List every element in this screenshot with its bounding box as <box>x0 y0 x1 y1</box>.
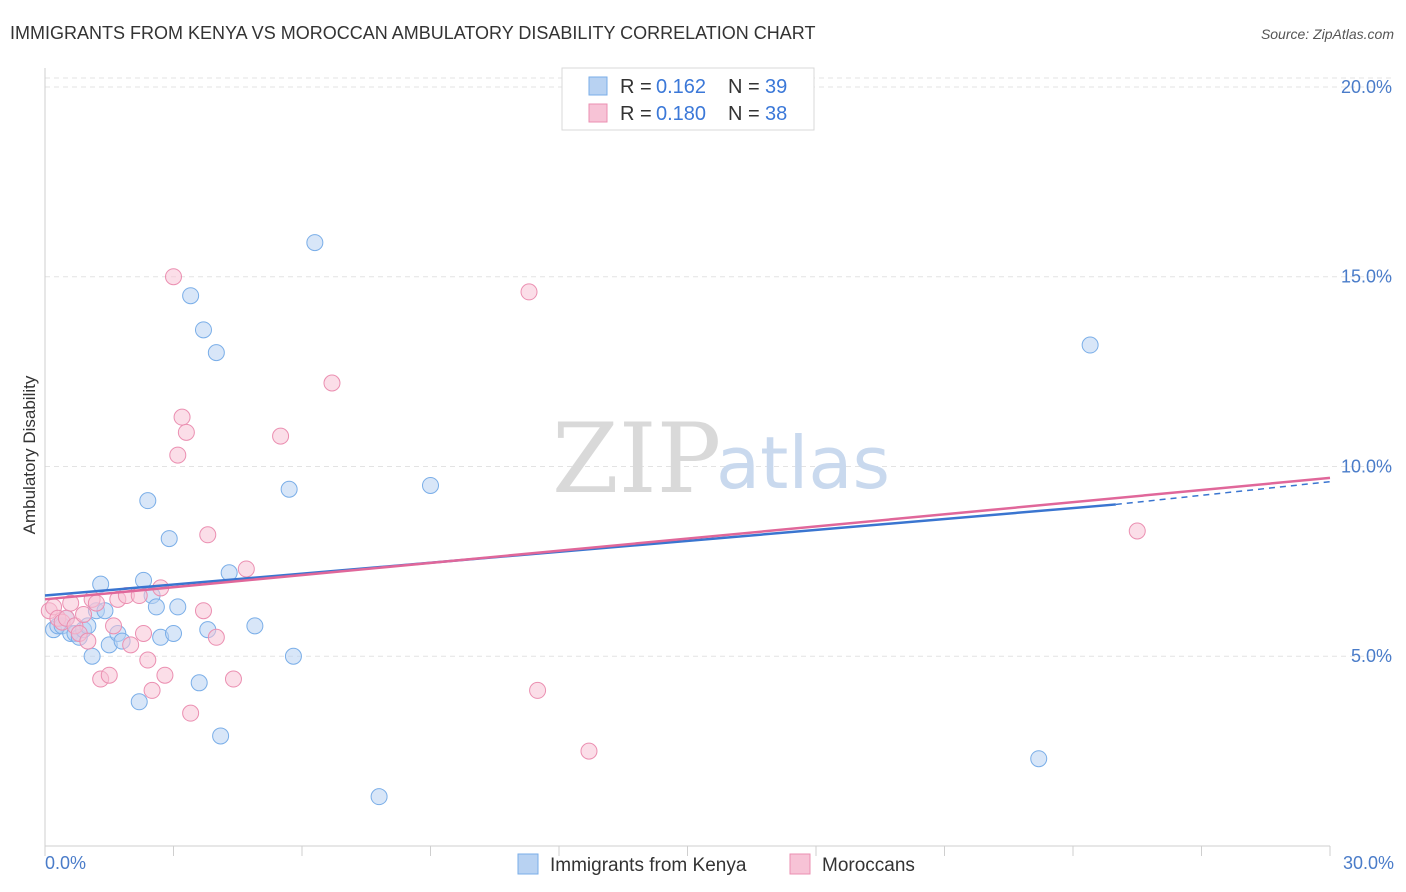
watermark-zip: ZIP <box>552 403 721 515</box>
kenya-point <box>422 476 439 494</box>
legend-n-value-kenya: 39 <box>765 76 787 98</box>
kenya-point <box>83 647 101 665</box>
kenya-point <box>246 617 264 635</box>
y-tick-labels: 5.0% 10.0% 15.0% 20.0% <box>1341 77 1392 666</box>
legend-n-label-kenya: N = <box>728 76 760 98</box>
kenya-point <box>284 647 302 665</box>
moroccans-trend-line <box>44 476 1331 601</box>
moroccans-point <box>207 628 225 646</box>
moroccans-point <box>520 283 538 301</box>
y-tick-label: 10.0% <box>1341 456 1392 476</box>
moroccans-point <box>199 526 217 544</box>
moroccans-point <box>177 423 195 441</box>
x-tick-label-max: 30.0% <box>1343 853 1394 873</box>
moroccans-point <box>272 427 290 445</box>
series-legend-label-moroccans: Moroccans <box>822 855 915 876</box>
legend-n-value-moroccans: 38 <box>765 103 787 125</box>
kenya-point <box>139 492 157 510</box>
kenya-point <box>1030 750 1048 768</box>
moroccans-point <box>105 617 123 635</box>
moroccans-point <box>62 594 80 612</box>
moroccans-point <box>182 704 200 722</box>
trend-lines <box>44 476 1331 601</box>
kenya-point <box>169 598 187 616</box>
kenya-point <box>182 287 200 305</box>
moroccans-point <box>156 666 174 684</box>
moroccans-point <box>173 408 191 426</box>
moroccans-point <box>135 624 153 642</box>
x-tick-label-min: 0.0% <box>45 853 86 873</box>
kenya-point <box>1081 336 1099 354</box>
moroccans-point <box>75 605 93 623</box>
moroccans-point <box>194 602 212 620</box>
legend-swatch-moroccans <box>588 103 608 123</box>
kenya-point <box>370 788 388 806</box>
kenya-point <box>92 575 110 593</box>
y-tick-label: 15.0% <box>1341 267 1392 287</box>
kenya-point <box>194 321 212 339</box>
legend-n-label-moroccans: N = <box>728 103 760 125</box>
scatter-points <box>40 234 1146 806</box>
kenya-point <box>280 480 298 498</box>
kenya-point <box>147 598 165 616</box>
moroccans-point <box>87 594 105 612</box>
series-legend: Immigrants from Kenya Moroccans <box>517 853 915 876</box>
chart-source: Source: ZipAtlas.com <box>1261 26 1394 42</box>
series-legend-swatch-kenya <box>517 853 539 875</box>
y-axis-label: Ambulatory Disability <box>20 375 39 534</box>
kenya-point <box>190 674 208 692</box>
moroccans-point <box>79 632 97 650</box>
legend-r-value-kenya: 0.162 <box>656 76 706 98</box>
kenya-point <box>207 344 225 362</box>
chart-title: IMMIGRANTS FROM KENYA VS MOROCCAN AMBULA… <box>10 23 815 43</box>
moroccans-point <box>580 742 598 760</box>
moroccans-point <box>323 374 341 392</box>
moroccans-point <box>143 681 161 699</box>
moroccans-point <box>122 636 140 654</box>
y-tick-label: 5.0% <box>1351 646 1392 666</box>
legend-r-value-moroccans: 0.180 <box>656 103 706 125</box>
x-ticks <box>44 846 1331 856</box>
series-legend-label-kenya: Immigrants from Kenya <box>550 855 747 876</box>
kenya-point <box>306 234 324 252</box>
moroccans-point <box>165 268 182 286</box>
legend-r-label-kenya: R = <box>620 76 652 98</box>
series-legend-swatch-moroccans <box>789 853 811 875</box>
kenya-trend-extension <box>1115 480 1331 506</box>
legend-swatch-kenya <box>588 76 608 96</box>
moroccans-point <box>237 560 255 578</box>
legend-r-label-moroccans: R = <box>620 103 652 125</box>
kenya-point <box>165 624 182 642</box>
kenya-point <box>130 693 148 711</box>
moroccans-point <box>224 670 242 688</box>
moroccans-point <box>529 681 547 699</box>
moroccans-point <box>1128 522 1146 540</box>
kenya-point <box>212 727 230 745</box>
stats-legend: R = 0.162 N = 39 R = 0.180 N = 38 <box>561 67 815 131</box>
watermark-atlas: atlas <box>716 421 890 505</box>
moroccans-point <box>139 651 157 669</box>
y-tick-label: 20.0% <box>1341 77 1392 97</box>
kenya-trend-line <box>44 503 1116 597</box>
kenya-point <box>160 530 178 548</box>
moroccans-point <box>100 666 118 684</box>
moroccans-point <box>169 446 187 464</box>
